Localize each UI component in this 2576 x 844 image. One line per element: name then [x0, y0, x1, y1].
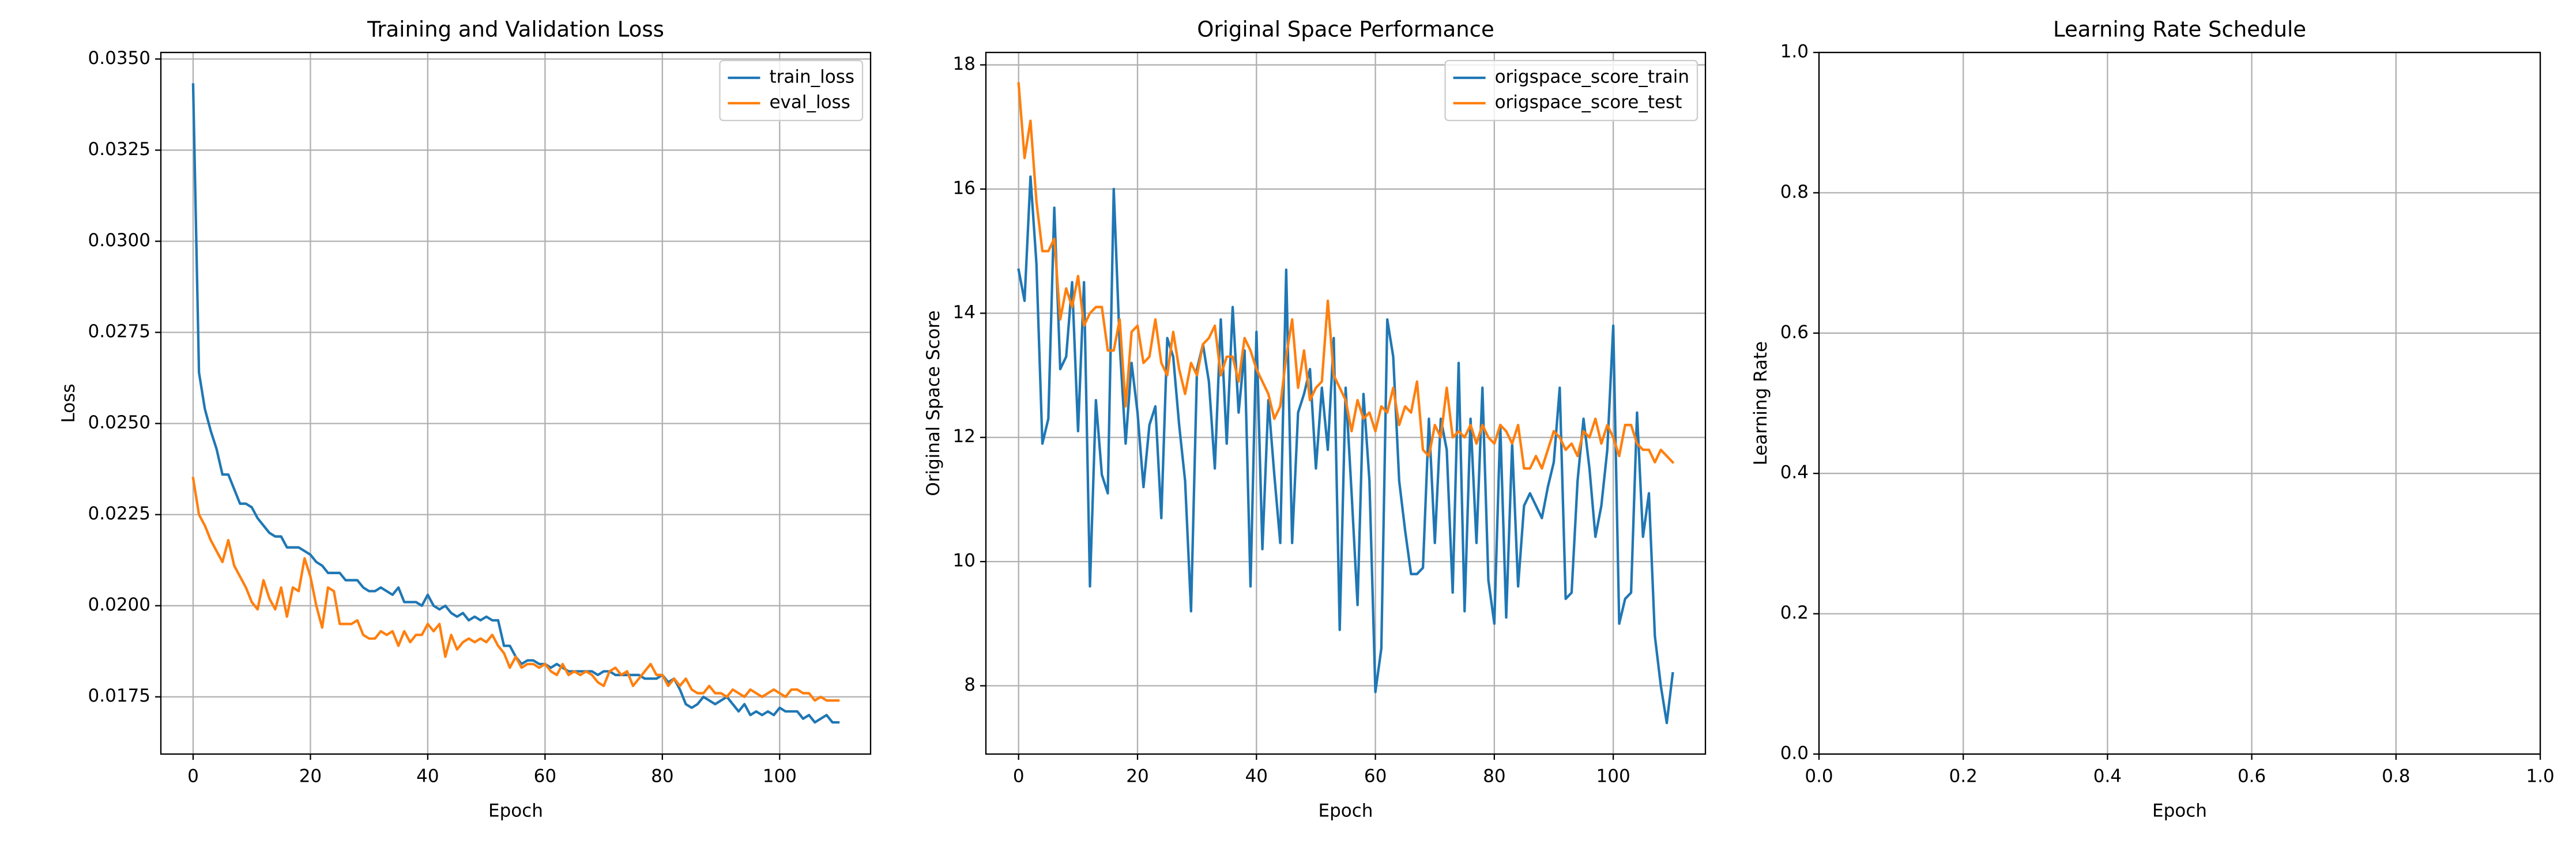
x-axis-label: Epoch [1319, 801, 1373, 822]
x-tick-label: 0.8 [2382, 766, 2410, 787]
x-tick-label: 0 [1013, 766, 1025, 787]
y-tick-label: 18 [953, 54, 976, 74]
y-axis-label: Learning Rate [1750, 341, 1771, 466]
legend-label: train_loss [769, 67, 854, 88]
x-tick-label: 0.2 [1949, 766, 1978, 787]
y-tick-label: 14 [953, 302, 976, 323]
x-axis-label: Epoch [488, 801, 543, 822]
x-tick-label: 0.6 [2238, 766, 2266, 787]
subplot: 0 20 40 60 80 100 0.0175 0.0200 0.0225 0.0250 0.02… [58, 17, 872, 822]
y-tick-label: 0.0350 [88, 48, 150, 69]
series-line [1017, 82, 1675, 470]
y-tick-label: 0.0175 [88, 685, 150, 706]
x-tick-label: 1.0 [2526, 766, 2554, 787]
y-tick-label: 0.2 [1780, 602, 1809, 623]
axes-frame [985, 51, 1707, 755]
x-tick-label: 100 [1596, 766, 1630, 787]
x-tick-label: 40 [1245, 766, 1268, 787]
y-tick-label: 0.6 [1780, 322, 1809, 342]
subplot: 0.0 0.2 0.4 0.6 0.8 1.0 0.0 0.2 0.4 0.6 0.8 1.0 Lear… [1750, 17, 2554, 822]
x-tick-label: 60 [1364, 766, 1387, 787]
x-axis-label: Epoch [2152, 801, 2207, 822]
x-tick-label: 80 [651, 766, 673, 787]
y-tick-label: 16 [953, 178, 976, 198]
legend-label: origspace_score_test [1495, 92, 1682, 113]
y-tick-label: 0.4 [1780, 462, 1809, 483]
series-line [191, 476, 840, 702]
y-tick-label: 0.0200 [88, 594, 150, 615]
y-tick-label: 0.0 [1780, 743, 1809, 764]
y-tick-label: 0.0275 [88, 321, 150, 342]
legend-label: origspace_score_train [1495, 67, 1689, 88]
legend: origspace_score_train origspace_score_tes… [1444, 59, 1698, 122]
y-tick-label: 0.0325 [88, 139, 150, 160]
y-tick-label: 0.8 [1780, 182, 1809, 202]
axes-frame [160, 51, 872, 755]
plot-area [1819, 52, 2540, 754]
x-tick-label: 20 [1126, 766, 1148, 787]
y-tick-label: 12 [953, 426, 976, 447]
legend-box [719, 59, 864, 122]
x-tick-label: 40 [416, 766, 439, 787]
subplot-title: Original Space Performance [1197, 17, 1494, 42]
x-tick-label: 0.0 [1805, 766, 1833, 787]
x-tick-label: 20 [299, 766, 322, 787]
legend: train_loss eval_loss [719, 59, 864, 122]
x-tick-label: 80 [1483, 766, 1505, 787]
y-axis-label: Loss [58, 384, 79, 423]
x-tick-label: 60 [534, 766, 556, 787]
y-tick-label: 0.0250 [88, 412, 150, 433]
subplot-title: Training and Validation Loss [367, 17, 664, 42]
x-tick-label: 0 [187, 766, 199, 787]
y-axis-label: Original Space Score [923, 310, 944, 496]
x-tick-label: 100 [763, 766, 797, 787]
y-tick-label: 8 [964, 675, 976, 695]
legend-label: eval_loss [769, 92, 850, 113]
subplot-title: Learning Rate Schedule [2053, 17, 2306, 42]
y-tick-label: 1.0 [1780, 42, 1809, 62]
legend-box [1444, 59, 1698, 122]
y-tick-label: 10 [953, 551, 976, 571]
series-line [1017, 175, 1674, 725]
axes-frame [1818, 51, 2541, 755]
subplot: 0 20 40 60 80 100 8 10 12 14 16 18 Original Space Pe… [923, 17, 1707, 822]
x-tick-label: 0.4 [2093, 766, 2122, 787]
y-tick-label: 0.0300 [88, 230, 150, 251]
plot-area [161, 52, 871, 754]
y-tick-label: 0.0225 [88, 503, 150, 524]
